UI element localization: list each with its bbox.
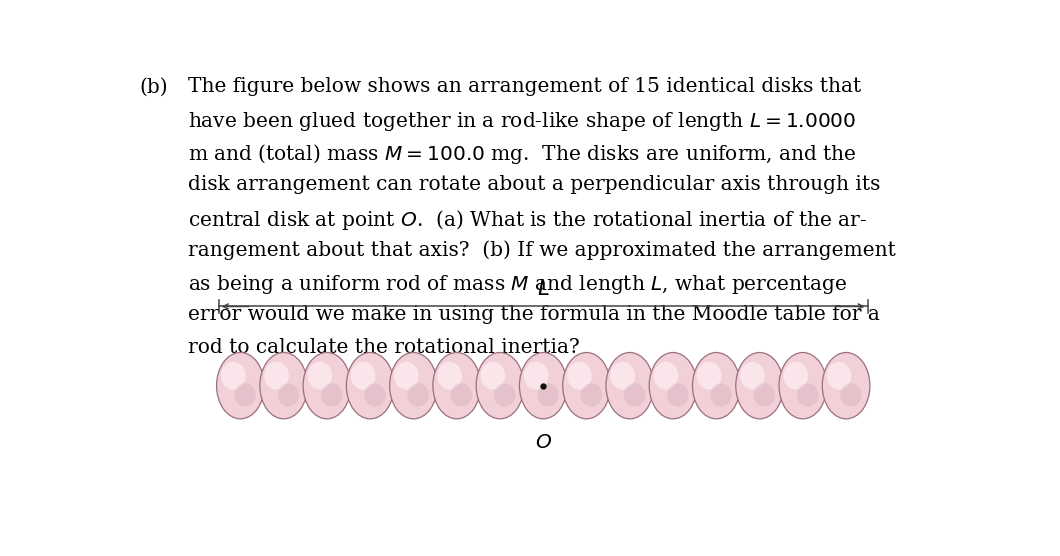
Text: The figure below shows an arrangement of 15 identical disks that: The figure below shows an arrangement of…	[189, 77, 862, 96]
Ellipse shape	[476, 353, 524, 419]
Text: disk arrangement can rotate about a perpendicular axis through its: disk arrangement can rotate about a perp…	[189, 175, 881, 194]
Ellipse shape	[654, 362, 678, 390]
Ellipse shape	[390, 353, 438, 419]
Ellipse shape	[537, 383, 559, 406]
Text: (b): (b)	[139, 77, 167, 96]
Ellipse shape	[394, 362, 419, 390]
Ellipse shape	[260, 353, 307, 419]
Ellipse shape	[740, 362, 765, 390]
Ellipse shape	[347, 353, 394, 419]
Ellipse shape	[480, 362, 506, 390]
Ellipse shape	[710, 383, 731, 406]
Ellipse shape	[823, 353, 870, 419]
Ellipse shape	[736, 353, 783, 419]
Ellipse shape	[827, 362, 851, 390]
Ellipse shape	[437, 362, 462, 390]
Ellipse shape	[307, 362, 332, 390]
Ellipse shape	[519, 353, 567, 419]
Ellipse shape	[563, 353, 611, 419]
Ellipse shape	[692, 353, 740, 419]
Ellipse shape	[649, 353, 696, 419]
Text: $L$: $L$	[537, 278, 549, 300]
Ellipse shape	[581, 383, 602, 406]
Text: error would we make in using the formula in the Moodle table for a: error would we make in using the formula…	[189, 305, 880, 324]
Text: rangement about that axis?  (b) If we approximated the arrangement: rangement about that axis? (b) If we app…	[189, 240, 897, 260]
Ellipse shape	[524, 362, 548, 390]
Ellipse shape	[264, 362, 289, 390]
Text: $O$: $O$	[534, 433, 552, 452]
Ellipse shape	[624, 383, 646, 406]
Ellipse shape	[754, 383, 775, 406]
Text: m and (total) mass $M = 100.0$ mg.  The disks are uniform, and the: m and (total) mass $M = 100.0$ mg. The d…	[189, 142, 858, 166]
Text: as being a uniform rod of mass $M$ and length $L$, what percentage: as being a uniform rod of mass $M$ and l…	[189, 272, 848, 296]
Ellipse shape	[606, 353, 654, 419]
Text: rod to calculate the rotational inertia?: rod to calculate the rotational inertia?	[189, 337, 580, 357]
Ellipse shape	[450, 383, 472, 406]
Ellipse shape	[234, 383, 255, 406]
Ellipse shape	[841, 383, 862, 406]
Ellipse shape	[351, 362, 375, 390]
Ellipse shape	[797, 383, 818, 406]
Ellipse shape	[278, 383, 299, 406]
Ellipse shape	[216, 353, 264, 419]
Ellipse shape	[779, 353, 827, 419]
Ellipse shape	[667, 383, 689, 406]
Ellipse shape	[696, 362, 722, 390]
Ellipse shape	[220, 362, 246, 390]
Ellipse shape	[494, 383, 515, 406]
Ellipse shape	[432, 353, 480, 419]
Ellipse shape	[567, 362, 591, 390]
Ellipse shape	[611, 362, 635, 390]
Text: have been glued together in a rod-like shape of length $L = 1.0000$: have been glued together in a rod-like s…	[189, 110, 856, 133]
Ellipse shape	[303, 353, 351, 419]
Ellipse shape	[407, 383, 429, 406]
Ellipse shape	[783, 362, 808, 390]
Ellipse shape	[365, 383, 386, 406]
Ellipse shape	[321, 383, 342, 406]
Text: central disk at point $O$.  (a) What is the rotational inertia of the ar-: central disk at point $O$. (a) What is t…	[189, 207, 867, 231]
